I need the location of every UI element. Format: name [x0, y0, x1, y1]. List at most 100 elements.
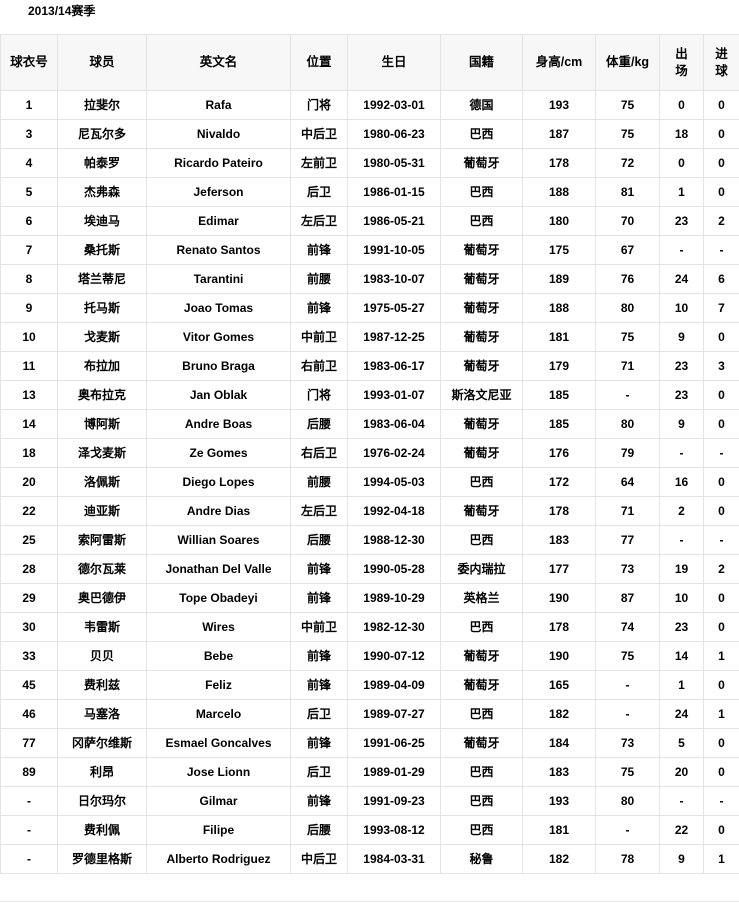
- cell-height: 182: [522, 844, 596, 874]
- cell-position: 前腰: [290, 467, 348, 497]
- table-row[interactable]: 22 迪亚斯 Andre Dias 左后卫 1992-04-18 葡萄牙 178 71 2 0: [0, 496, 739, 526]
- cell-position: 左后卫: [290, 206, 348, 236]
- cell-apps: 16: [659, 467, 704, 497]
- cell-nation: 秘鲁: [440, 844, 523, 874]
- cell-number: 77: [0, 728, 58, 758]
- cell-position: 右后卫: [290, 438, 348, 468]
- cell-nation: 巴西: [440, 612, 523, 642]
- cell-name_en: Ze Gomes: [146, 438, 291, 468]
- cell-apps: 19: [659, 554, 704, 584]
- cell-goals: 0: [703, 612, 739, 642]
- table-row[interactable]: 5 杰弗森 Jeferson 后卫 1986-01-15 巴西 188 81 1 0: [0, 177, 739, 207]
- cell-height: 188: [522, 293, 596, 323]
- cell-nation: 葡萄牙: [440, 235, 523, 265]
- cell-position: 前锋: [290, 583, 348, 613]
- table-row[interactable]: 89 利昂 Jose Lionn 后卫 1989-01-29 巴西 183 75 20 0: [0, 757, 739, 787]
- cell-weight: 75: [595, 757, 660, 787]
- column-header-name-cn[interactable]: 球员: [57, 34, 147, 91]
- cell-number: 11: [0, 351, 58, 381]
- cell-birthday: 1993-08-12: [347, 815, 441, 845]
- header-row: 球衣号 球员 英文名 位置 生日 国籍 身高/cm 体重/kg 出场 进球: [0, 34, 739, 91]
- cell-name_en: Renato Santos: [146, 235, 291, 265]
- table-row[interactable]: 9 托马斯 Joao Tomas 前锋 1975-05-27 葡萄牙 188 80 10 7: [0, 293, 739, 323]
- cell-weight: 71: [595, 496, 660, 526]
- table-row[interactable]: 46 马塞洛 Marcelo 后卫 1989-07-27 巴西 182-24 1: [0, 699, 739, 729]
- cell-goals: 0: [703, 815, 739, 845]
- table-row[interactable]: 6 埃迪马 Edimar 左后卫 1986-05-21 巴西 180 70 23 2: [0, 206, 739, 236]
- cell-height: 180: [522, 206, 596, 236]
- table-row[interactable]: 10 戈麦斯 Vitor Gomes 中前卫 1987-12-25 葡萄牙 181 75 9 0: [0, 322, 739, 352]
- table-row[interactable]: 8 塔兰蒂尼 Tarantini 前腰 1983-10-07 葡萄牙 189 76 24 6: [0, 264, 739, 294]
- column-header-height[interactable]: 身高/cm: [522, 34, 596, 91]
- cell-number: 6: [0, 206, 58, 236]
- cell-birthday: 1992-04-18: [347, 496, 441, 526]
- cell-number: 28: [0, 554, 58, 584]
- cell-name_cn: 利昂: [57, 757, 147, 787]
- cell-height: 178: [522, 612, 596, 642]
- cell-name_cn: 罗德里格斯: [57, 844, 147, 874]
- cell-name_cn: 桑托斯: [57, 235, 147, 265]
- cell-birthday: 1990-07-12: [347, 641, 441, 671]
- column-header-name-en[interactable]: 英文名: [146, 34, 291, 91]
- column-header-apps[interactable]: 出场: [659, 34, 704, 91]
- cell-number: -: [0, 786, 58, 816]
- column-header-nation[interactable]: 国籍: [440, 34, 523, 91]
- cell-height: 179: [522, 351, 596, 381]
- table-row[interactable]: 30 韦雷斯 Wires 中前卫 1982-12-30 巴西 178 74 23 0: [0, 612, 739, 642]
- table-row[interactable]: 14 博阿斯 Andre Boas 后腰 1983-06-04 葡萄牙 185 80 9 0: [0, 409, 739, 439]
- cell-apps: 23: [659, 206, 704, 236]
- column-header-weight[interactable]: 体重/kg: [595, 34, 660, 91]
- cell-height: 172: [522, 467, 596, 497]
- cell-birthday: 1989-04-09: [347, 670, 441, 700]
- cell-number: -: [0, 815, 58, 845]
- cell-goals: -: [703, 525, 739, 555]
- column-header-number[interactable]: 球衣号: [0, 34, 58, 91]
- table-row[interactable]: 28 德尔瓦莱 Jonathan Del Valle 前锋 1990-05-28 委内瑞拉…: [0, 554, 739, 584]
- table-row[interactable]: 4 帕泰罗 Ricardo Pateiro 左前卫 1980-05-31 葡萄牙 178 72…: [0, 148, 739, 178]
- cell-weight: 75: [595, 90, 660, 120]
- cell-birthday: 1988-12-30: [347, 525, 441, 555]
- cell-name_en: Marcelo: [146, 699, 291, 729]
- table-row[interactable]: 77 冈萨尔维斯 Esmael Goncalves 前锋 1991-06-25 葡萄牙 18…: [0, 728, 739, 758]
- cell-number: 18: [0, 438, 58, 468]
- cell-nation: 葡萄牙: [440, 322, 523, 352]
- cell-name_cn: 日尔玛尔: [57, 786, 147, 816]
- cell-number: 22: [0, 496, 58, 526]
- cell-weight: 70: [595, 206, 660, 236]
- cell-weight: 78: [595, 844, 660, 874]
- table-row[interactable]: 29 奥巴德伊 Tope Obadeyi 前锋 1989-10-29 英格兰 190 87 10…: [0, 583, 739, 613]
- table-row[interactable]: - 费利佩 Filipe 后腰 1993-08-12 巴西 181-22 0: [0, 815, 739, 845]
- cell-height: 189: [522, 264, 596, 294]
- cell-apps: 23: [659, 351, 704, 381]
- table-row[interactable]: 33 贝贝 Bebe 前锋 1990-07-12 葡萄牙 190 75 14 1: [0, 641, 739, 671]
- cell-birthday: 1992-03-01: [347, 90, 441, 120]
- table-row[interactable]: 11 布拉加 Bruno Braga 右前卫 1983-06-17 葡萄牙 179 71 23 3: [0, 351, 739, 381]
- cell-nation: 巴西: [440, 786, 523, 816]
- table-row[interactable]: 18 泽戈麦斯 Ze Gomes 右后卫 1976-02-24 葡萄牙 176 79- -: [0, 438, 739, 468]
- cell-position: 右前卫: [290, 351, 348, 381]
- cell-apps: 23: [659, 612, 704, 642]
- table-row[interactable]: 1 拉斐尔 Rafa 门将 1992-03-01 德国 193 75 0 0: [0, 90, 739, 120]
- cell-name_en: Jose Lionn: [146, 757, 291, 787]
- cell-apps: 10: [659, 293, 704, 323]
- cell-weight: 75: [595, 641, 660, 671]
- table-row[interactable]: 25 索阿雷斯 Willian Soares 后腰 1988-12-30 巴西 183 77-…: [0, 525, 739, 555]
- cell-goals: 0: [703, 119, 739, 149]
- cell-goals: 0: [703, 496, 739, 526]
- table-row[interactable]: 20 洛佩斯 Diego Lopes 前腰 1994-05-03 巴西 172 64 16 0: [0, 467, 739, 497]
- table-row[interactable]: 7 桑托斯 Renato Santos 前锋 1991-10-05 葡萄牙 175 67- -: [0, 235, 739, 265]
- column-header-position[interactable]: 位置: [290, 34, 348, 91]
- table-row[interactable]: 13 奥布拉克 Jan Oblak 门将 1993-01-07 斯洛文尼亚 185-23 0: [0, 380, 739, 410]
- cell-nation: 葡萄牙: [440, 728, 523, 758]
- column-header-birthday[interactable]: 生日: [347, 34, 441, 91]
- cell-height: 187: [522, 119, 596, 149]
- table-row[interactable]: 45 费利兹 Feliz 前锋 1989-04-09 葡萄牙 165-1 0: [0, 670, 739, 700]
- table-row[interactable]: - 罗德里格斯 Alberto Rodriguez 中后卫 1984-03-31 秘鲁 18…: [0, 844, 739, 874]
- table-row[interactable]: 3 尼瓦尔多 Nivaldo 中后卫 1980-06-23 巴西 187 75 18 0: [0, 119, 739, 149]
- cell-name_cn: 布拉加: [57, 351, 147, 381]
- cell-weight: -: [595, 380, 660, 410]
- table-row[interactable]: - 日尔玛尔 Gilmar 前锋 1991-09-23 巴西 193 80- -: [0, 786, 739, 816]
- column-header-goals[interactable]: 进球: [703, 34, 739, 91]
